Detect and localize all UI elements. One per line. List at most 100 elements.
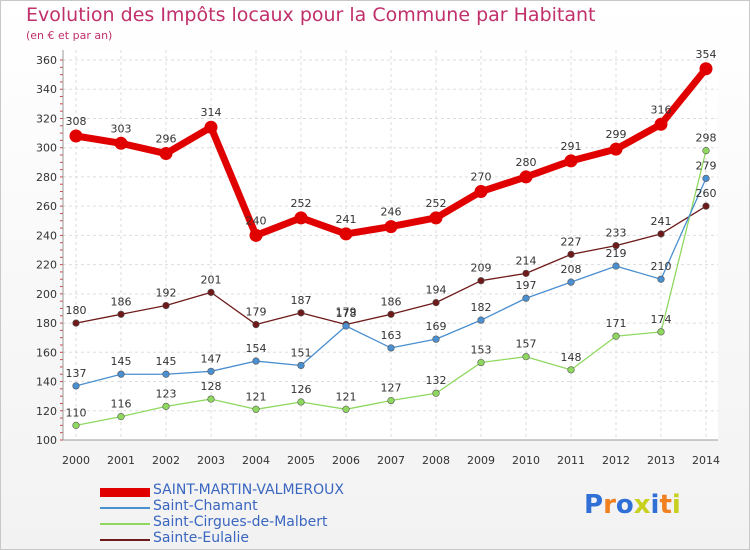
legend-label: SAINT-MARTIN-VALMEROUX	[153, 482, 344, 498]
data-point	[477, 277, 485, 285]
data-label: 179	[336, 306, 357, 319]
y-tick-label: 260	[36, 200, 57, 213]
data-point	[252, 405, 260, 413]
data-label: 354	[696, 48, 717, 61]
data-point	[249, 228, 263, 242]
data-point	[612, 242, 620, 250]
data-point	[117, 413, 125, 421]
data-point	[252, 357, 260, 365]
data-label: 126	[291, 383, 312, 396]
x-tick-label: 2005	[287, 454, 315, 467]
x-tick-label: 2011	[557, 454, 585, 467]
data-point	[519, 170, 533, 184]
data-point	[387, 344, 395, 352]
data-label: 192	[156, 287, 177, 300]
line-chart: 100 120 140 160 180 200 220 240 260 280 300 320 340 3…	[36, 48, 720, 467]
data-label: 128	[201, 380, 222, 393]
x-tick-label: 2001	[107, 454, 135, 467]
data-label: 308	[66, 115, 87, 128]
data-label: 182	[471, 301, 492, 314]
data-point	[474, 185, 488, 199]
data-point	[387, 310, 395, 318]
data-point	[384, 220, 398, 234]
data-label: 127	[381, 382, 402, 395]
legend-label: Saint-Chamant	[153, 498, 258, 514]
data-point	[522, 294, 530, 302]
data-point	[702, 202, 710, 210]
data-point	[297, 309, 305, 317]
data-point	[567, 250, 575, 258]
data-label: 233	[606, 227, 627, 240]
x-tick-label: 2009	[467, 454, 495, 467]
data-label: 260	[696, 187, 717, 200]
proxiti-logo: Proxiti	[584, 490, 681, 520]
data-point	[159, 147, 173, 161]
legend-swatch	[100, 539, 150, 541]
data-label: 298	[696, 132, 717, 145]
data-point	[612, 332, 620, 340]
y-tick-label: 180	[36, 317, 57, 330]
data-point	[477, 316, 485, 324]
data-label: 186	[111, 295, 132, 308]
y-tick-label: 340	[36, 83, 57, 96]
data-label: 279	[696, 159, 717, 172]
legend-label: Sainte-Eulalie	[153, 530, 249, 546]
data-label: 194	[426, 284, 447, 297]
data-point	[522, 269, 530, 277]
legend-swatch	[100, 507, 150, 509]
data-label: 240	[246, 214, 267, 227]
data-label: 241	[651, 215, 672, 228]
y-tick-label: 160	[36, 346, 57, 359]
data-point	[702, 147, 710, 155]
legend-swatch	[100, 523, 150, 525]
y-tick-label: 320	[36, 112, 57, 125]
data-label: 296	[156, 133, 177, 146]
data-point	[72, 319, 80, 327]
data-label: 227	[561, 235, 582, 248]
data-point	[567, 278, 575, 286]
data-label: 180	[66, 304, 87, 317]
data-point	[522, 353, 530, 361]
data-label: 157	[516, 338, 537, 351]
data-label: 314	[201, 106, 222, 119]
data-label: 201	[201, 273, 222, 286]
data-point	[72, 382, 80, 390]
data-label: 214	[516, 254, 537, 267]
data-point	[204, 120, 218, 134]
data-point	[207, 395, 215, 403]
data-label: 116	[111, 398, 132, 411]
data-label: 246	[381, 206, 402, 219]
x-tick-label: 2006	[332, 454, 360, 467]
data-label: 169	[426, 320, 447, 333]
x-tick-label: 2004	[242, 454, 270, 467]
chart-title: Evolution des Impôts locaux pour la Comm…	[26, 4, 596, 26]
data-point	[564, 154, 578, 168]
data-label: 153	[471, 344, 492, 357]
data-label: 174	[651, 313, 672, 326]
data-point	[162, 370, 170, 378]
data-label: 186	[381, 295, 402, 308]
data-label: 280	[516, 156, 537, 169]
data-label: 151	[291, 346, 312, 359]
data-point	[699, 62, 713, 76]
logo-letter: o	[615, 490, 634, 520]
y-tick-label: 120	[36, 405, 57, 418]
data-label: 148	[561, 351, 582, 364]
data-label: 210	[651, 260, 672, 273]
data-point	[477, 358, 485, 367]
legend-swatch	[100, 487, 150, 497]
x-tick-label: 2000	[62, 454, 90, 467]
data-point	[567, 366, 575, 374]
x-tick-label: 2014	[692, 454, 720, 467]
y-tick-label: 200	[36, 288, 57, 301]
data-label: 121	[336, 390, 357, 403]
data-point	[72, 421, 80, 429]
data-point	[162, 301, 170, 310]
data-label: 270	[471, 171, 492, 184]
data-point	[432, 335, 440, 343]
data-label: 171	[606, 317, 627, 330]
data-label: 178	[336, 307, 357, 320]
logo-letter: x	[633, 490, 651, 520]
data-label: 132	[426, 374, 447, 387]
logo-letter: P	[584, 490, 604, 520]
